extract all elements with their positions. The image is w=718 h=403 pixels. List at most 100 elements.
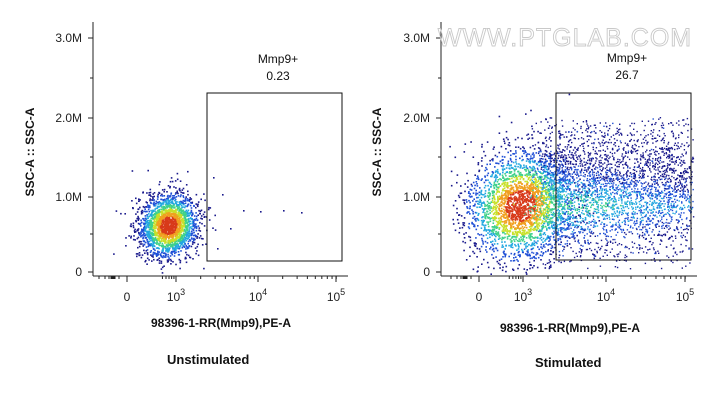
event-dot [506,211,508,214]
event-dot [521,195,523,198]
event-dot [468,207,471,210]
event-dot [540,175,542,178]
event-dot [188,229,190,231]
event-dot [522,220,525,222]
event-dot [148,205,151,207]
event-dot [456,218,459,221]
event-dot [529,255,531,257]
event-dot [524,150,526,152]
event-dot [508,222,510,225]
event-dot [531,125,533,128]
event-dot [199,221,201,224]
event-dot [170,211,172,213]
event-dot [533,217,535,219]
event-dot [166,203,169,205]
event-dot [509,200,512,202]
event-dot [494,225,496,227]
event-dot [165,238,167,240]
event-dot [527,212,530,214]
event-dot [537,223,539,226]
event-dot [154,220,156,223]
event-dot [507,230,510,232]
event-dot [179,222,181,225]
event-dot [176,213,179,216]
event-dot [184,198,187,201]
event-dot [496,186,499,189]
event-dot [517,213,519,216]
event-dot [482,219,485,222]
event-dot [510,184,512,187]
event-dot [476,270,479,273]
event-dot [540,213,542,215]
event-dot [683,125,685,127]
event-dot [181,237,183,239]
event-dot [533,214,536,216]
event-dot [483,150,485,153]
event-dot [146,225,148,227]
event-dot [188,227,191,229]
event-dot [511,191,514,194]
event-dot [142,218,145,220]
event-dot [519,210,522,213]
event-dot [172,215,174,218]
event-dot [527,158,530,161]
event-dot [512,214,514,217]
event-dot [507,138,509,141]
event-dot [166,205,168,207]
event-dot [544,183,547,186]
event-dot [552,213,554,216]
event-dot [516,249,518,251]
event-dot [469,196,472,198]
event-dot [509,212,511,215]
event-dot [489,163,491,165]
event-dot [151,240,154,242]
event-dot [559,182,561,184]
y-tick-label: 2.0M [403,111,430,125]
event-dot [479,250,482,253]
event-dot [169,208,171,211]
event-dot [136,229,138,232]
event-dot [497,231,500,233]
event-dot [492,159,494,162]
event-dot [510,196,512,198]
event-dot [192,213,194,216]
event-dot [531,160,534,162]
event-dot [504,228,506,231]
event-dot [594,189,596,192]
event-dot [566,188,568,191]
event-dot [171,221,174,224]
event-dot [542,181,545,184]
event-dot [187,209,190,212]
event-dot [459,227,461,229]
event-dot [184,256,187,259]
event-dot [542,165,545,167]
event-dot [542,197,545,200]
event-dot [467,226,470,228]
event-dot [170,215,172,217]
event-dot [533,130,535,133]
event-dot [488,230,491,233]
event-dot [155,217,158,219]
event-dot [523,223,526,225]
event-dot [489,236,491,239]
event-dot [491,253,493,256]
event-dot [146,253,149,256]
event-dot [510,187,513,189]
event-dot [190,198,193,200]
event-dot [199,212,201,215]
event-dot [506,192,509,194]
event-dot [529,146,532,149]
event-dot [530,244,532,247]
event-dot [516,215,519,218]
event-dot [186,225,189,228]
event-dot [542,187,545,189]
event-dot [161,224,163,227]
event-dot [568,228,570,230]
event-dot [482,202,484,204]
event-dot [495,188,498,191]
event-dot [515,233,518,235]
event-dot [503,231,505,234]
event-dot [506,171,508,173]
event-dot [551,217,553,220]
event-dot [524,174,526,176]
